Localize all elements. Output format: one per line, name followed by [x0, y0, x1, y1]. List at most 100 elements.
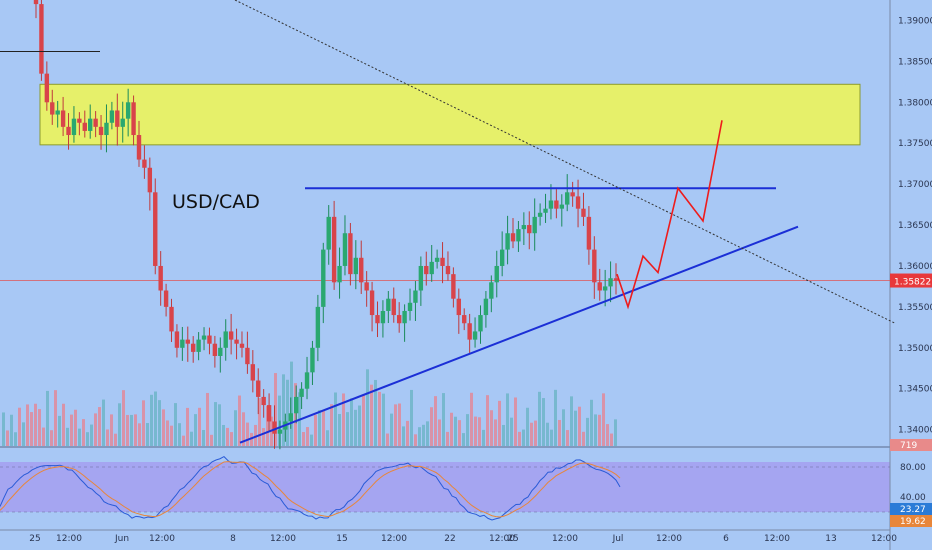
current-price-tag — [890, 273, 932, 288]
candle-body — [386, 298, 391, 311]
candle-body — [223, 331, 228, 348]
volume-bar — [382, 393, 385, 446]
candle-body — [429, 261, 434, 275]
candle-body — [147, 167, 153, 193]
volume-bar — [390, 413, 393, 446]
volume-bar — [94, 413, 97, 446]
volume-bar — [26, 404, 29, 446]
candle-body — [288, 413, 293, 422]
time-tick-label: 12:00 — [871, 534, 897, 544]
candle-body — [71, 118, 77, 136]
volume-bar — [418, 427, 421, 446]
volume-bar — [178, 423, 181, 446]
price-tick-label: 1.34000 — [898, 426, 932, 436]
candle-body — [554, 200, 559, 209]
candle-body — [413, 290, 418, 303]
volume-bar — [322, 410, 325, 446]
osc-d-line — [0, 461, 621, 518]
candle-body — [304, 372, 310, 389]
current-price-label: 1.35822 — [894, 278, 931, 288]
volume-bar — [234, 410, 237, 446]
volume-bar — [170, 425, 173, 446]
candle-body — [581, 208, 586, 217]
volume-bar — [506, 393, 509, 446]
candle-body — [142, 159, 147, 168]
price-tick-label: 1.38000 — [898, 98, 932, 108]
candle-body — [543, 208, 548, 213]
volume-bar — [10, 414, 13, 446]
volume-bar — [518, 431, 521, 446]
volume-bar — [354, 409, 357, 446]
volume-bar — [246, 422, 249, 446]
candle-body — [66, 126, 71, 136]
volume-bar — [394, 404, 397, 446]
volume-bar — [42, 427, 45, 446]
volume-bar — [290, 361, 293, 446]
volume-bar — [462, 433, 465, 446]
volume-bar — [146, 423, 149, 446]
volume-bar — [566, 430, 569, 446]
time-tick-label: 25 — [29, 534, 40, 544]
volume-bar — [398, 403, 401, 446]
rising-trendline — [239, 225, 799, 444]
volume-bar — [54, 390, 57, 446]
candle-body — [196, 339, 201, 352]
candle-body — [337, 265, 342, 283]
volume-bar — [306, 427, 309, 446]
candle-body — [456, 298, 462, 316]
volume-bar — [14, 432, 17, 446]
volume-bar — [122, 390, 125, 446]
candle-body — [565, 192, 570, 205]
candle-body — [499, 249, 505, 266]
candle-body — [266, 405, 272, 422]
volume-bar — [590, 399, 593, 446]
price-tick-label: 1.36000 — [898, 262, 932, 272]
volume-bar — [514, 397, 517, 446]
volume-bar — [70, 414, 73, 446]
volume-bar — [570, 396, 573, 446]
volume-bar — [482, 429, 485, 446]
volume-bar — [106, 429, 109, 446]
volume-bar — [90, 424, 93, 446]
time-tick-label: Jun — [114, 534, 129, 544]
candle-body — [104, 122, 109, 136]
drawings[interactable] — [0, 0, 896, 444]
time-tick-label: 6 — [723, 534, 729, 544]
volume-bar — [614, 419, 617, 446]
volume-bar — [38, 409, 41, 446]
candle-body — [261, 396, 266, 406]
candle-body — [478, 315, 483, 332]
time-tick-label: 25 — [507, 534, 518, 544]
volume-bar — [438, 419, 441, 446]
volume-bar — [114, 433, 117, 446]
volume-bar — [406, 420, 409, 446]
candle-body — [353, 257, 359, 275]
candle-body — [299, 388, 304, 397]
candle-body — [375, 315, 380, 324]
volume-bar — [18, 407, 21, 446]
candle-body — [396, 315, 402, 324]
candle-body — [570, 192, 575, 197]
candle-body — [82, 122, 87, 131]
candle-body — [597, 282, 602, 291]
volume-bar — [282, 374, 285, 446]
volume-bar — [206, 392, 209, 446]
candle-body — [245, 347, 250, 365]
volume-bar — [190, 431, 193, 446]
volume-bar — [414, 434, 417, 446]
time-tick-label: 12:00 — [381, 534, 407, 544]
candle-body — [120, 118, 125, 127]
candle-body — [331, 216, 337, 283]
candle-body — [380, 310, 386, 324]
candle-body — [592, 249, 597, 283]
volume-bar — [34, 403, 37, 446]
volume-bar — [486, 395, 489, 446]
candle-body — [342, 233, 348, 266]
volume-bar — [74, 409, 77, 446]
osc-k-tag — [890, 503, 932, 515]
resistance-zone[interactable] — [39, 83, 861, 146]
candle-body — [402, 310, 407, 324]
